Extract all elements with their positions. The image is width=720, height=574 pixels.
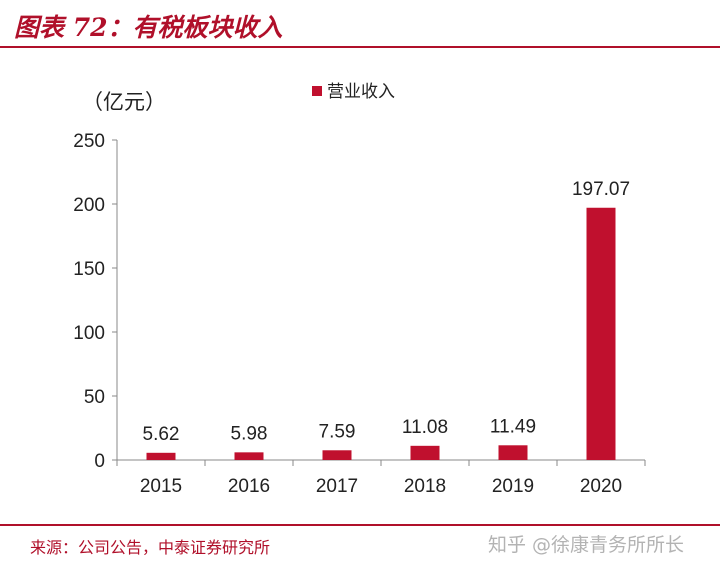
data-label: 197.07 <box>572 179 630 200</box>
y-unit-label: （亿元） <box>82 90 166 114</box>
bar <box>586 207 616 460</box>
y-tick-label: 250 <box>73 131 105 152</box>
y-tick-label: 100 <box>73 323 105 344</box>
bar <box>498 445 528 460</box>
data-label: 7.59 <box>319 421 356 442</box>
y-tick-label: 50 <box>84 387 105 408</box>
data-label: 5.62 <box>143 424 180 445</box>
y-tick-label: 0 <box>94 451 105 472</box>
data-label: 5.98 <box>231 423 268 444</box>
bar <box>146 452 176 460</box>
x-tick-label: 2019 <box>492 476 534 497</box>
source-note: 来源：公司公告，中泰证券研究所 <box>30 538 271 557</box>
x-tick-label: 2015 <box>140 476 182 497</box>
watermark: 知乎 @徐康青务所所长 <box>488 534 685 556</box>
x-tick-label: 2018 <box>404 476 446 497</box>
legend-swatch <box>312 86 322 96</box>
bar <box>410 445 440 460</box>
bar <box>322 450 352 460</box>
legend-label: 营业收入 <box>327 82 395 102</box>
data-label: 11.49 <box>490 416 536 437</box>
figure-title: 图表 72：有税板块收入 <box>14 13 283 42</box>
bar <box>234 452 264 460</box>
footer-divider <box>0 524 720 526</box>
y-tick-label: 150 <box>73 259 105 280</box>
title-divider <box>0 46 720 48</box>
data-label: 11.08 <box>402 417 448 438</box>
bar-chart: （亿元） 营业收入 0 50 100 150 200 250 5.62 2015 5.98 2016 7… <box>73 82 646 497</box>
y-tick-label: 200 <box>73 195 105 216</box>
x-tick-label: 2016 <box>228 476 270 497</box>
x-tick-label: 2020 <box>580 476 622 497</box>
x-tick-label: 2017 <box>316 476 358 497</box>
